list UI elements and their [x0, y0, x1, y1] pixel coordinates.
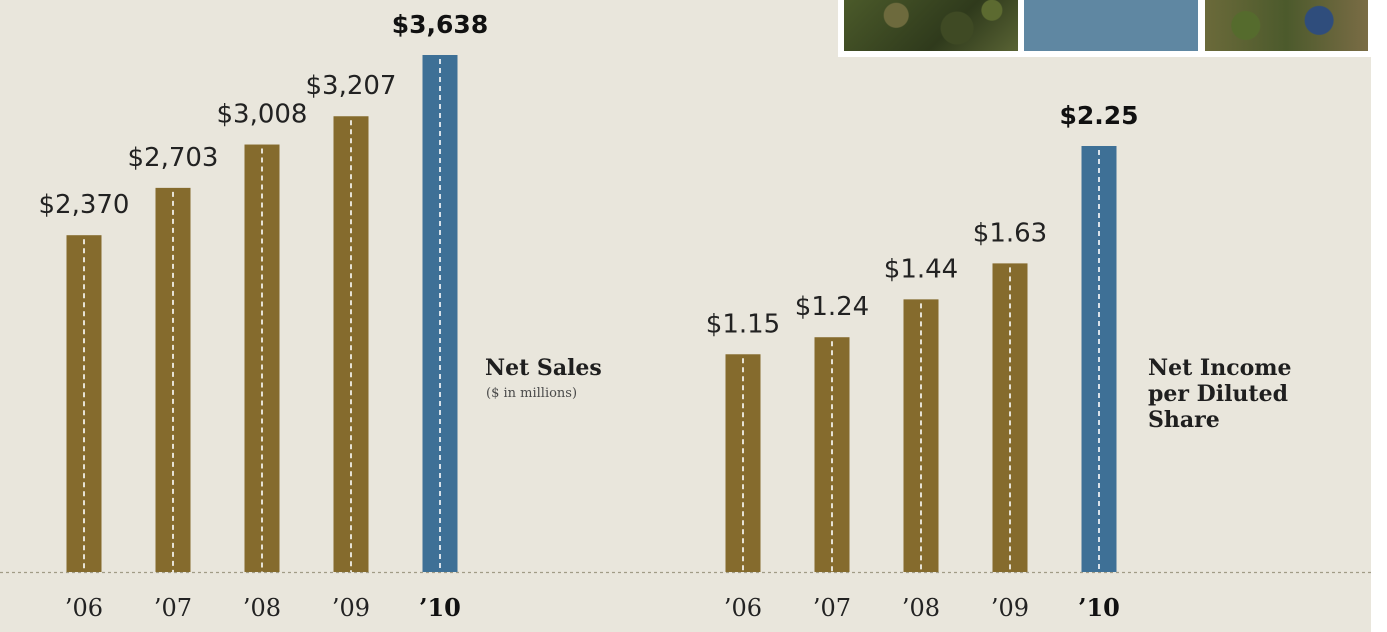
value-label: $1.15 [706, 309, 780, 339]
year-tick-label: ’08 [243, 594, 281, 622]
net-income-title: Net Income per Diluted Share [1148, 355, 1292, 433]
net-income-chart: $1.15 ’06 $1.24 ’07 $1.44 ’08 $1.63 ’09 $2.25 ’10 [706, 101, 1139, 622]
net-sales-chart: $2,370 ’06 $2,703 ’07 $3,008 ’08 $3,207 ’09 $3,6… [39, 10, 489, 622]
net-sales-unit: ($ in millions) [486, 386, 578, 401]
value-label: $1.63 [973, 218, 1047, 248]
bar-0-3 [333, 116, 369, 572]
bar-1-2 [903, 299, 939, 572]
field-worker-photo [1205, 0, 1368, 51]
net-sales-title: Net Sales [485, 355, 602, 381]
year-tick-label: ’09 [332, 594, 370, 622]
value-label: $1.44 [884, 254, 958, 284]
value-label: $3,207 [306, 71, 397, 101]
year-tick-label: ’10 [419, 593, 461, 622]
page-margin [1371, 0, 1387, 632]
value-label: $2.25 [1059, 101, 1138, 130]
vegetable-plants-photo [844, 0, 1018, 51]
year-tick-label: ’10 [1078, 593, 1120, 622]
value-label: $3,638 [392, 10, 488, 39]
value-label: $2,370 [39, 190, 130, 220]
year-tick-label: ’07 [813, 594, 851, 622]
year-tick-label: ’06 [724, 594, 762, 622]
year-tick-label: ’07 [154, 594, 192, 622]
bar-0-1 [155, 187, 191, 572]
value-label: $2,703 [128, 143, 219, 173]
photo-strip [838, 0, 1371, 57]
year-tick-label: ’09 [991, 594, 1029, 622]
value-label: $3,008 [217, 100, 308, 130]
bar-1-0 [725, 354, 761, 572]
year-tick-label: ’08 [902, 594, 940, 622]
bar-1-3 [992, 263, 1028, 572]
value-label: $1.24 [795, 292, 869, 322]
blue-panel [1024, 0, 1198, 51]
year-tick-label: ’06 [65, 594, 103, 622]
